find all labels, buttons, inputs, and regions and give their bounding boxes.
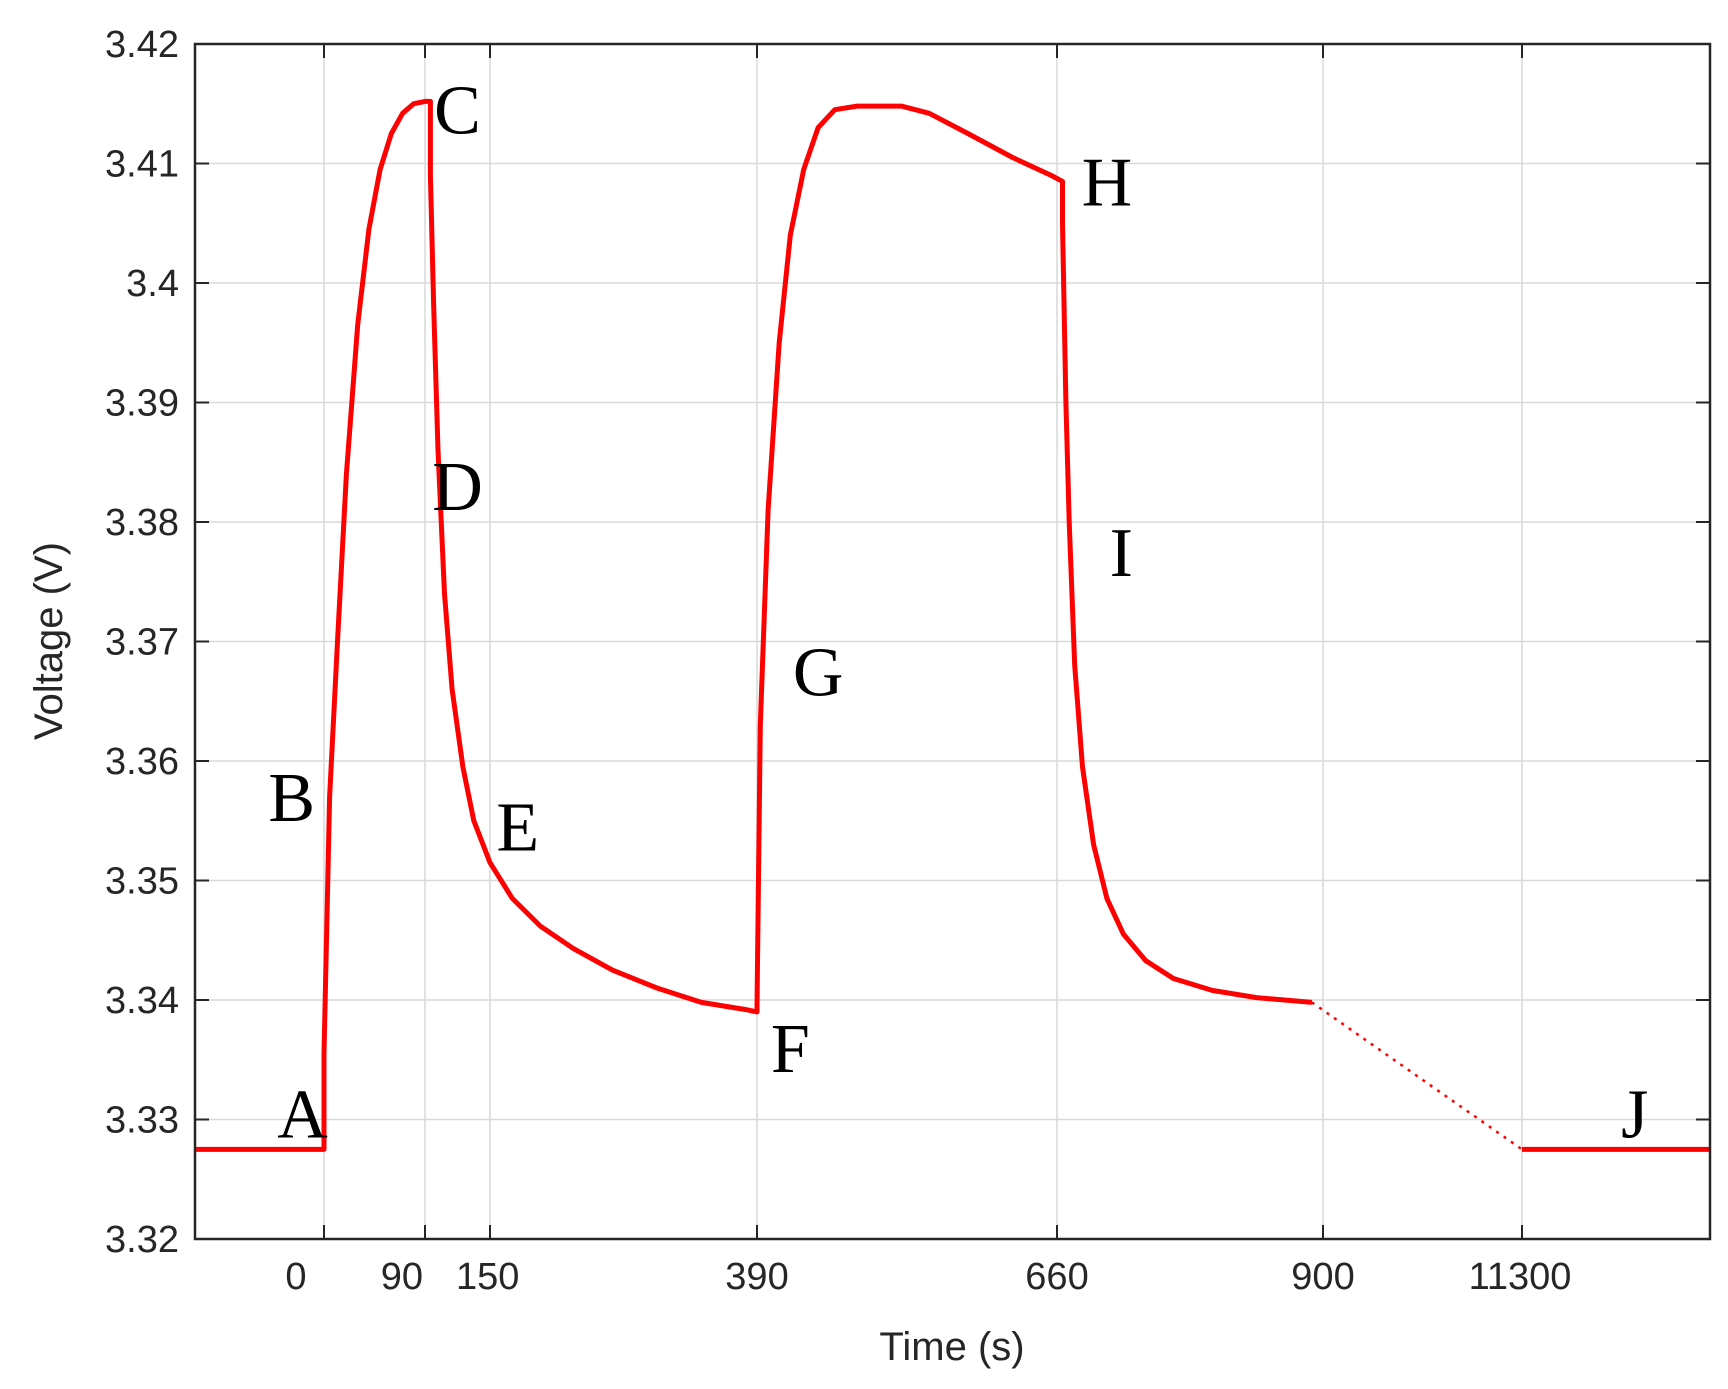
x-tick-label: 11300 <box>1469 1256 1572 1298</box>
voltage-line-1 <box>195 98 1313 1152</box>
x-tick-label: 90 <box>381 1256 423 1298</box>
dotted-connector-line <box>1311 1001 1523 1151</box>
y-tick-label: 3.36 <box>105 741 179 783</box>
data-series <box>195 98 1710 1152</box>
point-label-b: B <box>268 760 315 837</box>
y-tick-label: 3.34 <box>105 980 179 1022</box>
point-label-c: C <box>434 73 481 150</box>
point-label-e: E <box>496 790 539 867</box>
x-tick-label: 390 <box>725 1256 788 1298</box>
point-label-h: H <box>1082 144 1133 221</box>
x-tick-label: 150 <box>456 1256 519 1298</box>
y-tick-label: 3.42 <box>105 24 179 66</box>
point-label-d: D <box>432 449 483 526</box>
y-tick-label: 3.41 <box>105 144 179 186</box>
tick-marks <box>195 43 1710 1240</box>
x-axis-title: Time (s) <box>879 1325 1024 1369</box>
point-label-g: G <box>793 634 844 711</box>
y-tick-label: 3.37 <box>105 622 179 664</box>
point-label-f: F <box>771 1011 810 1088</box>
y-tick-label: 3.35 <box>105 861 179 903</box>
point-label-a: A <box>277 1077 328 1154</box>
point-label-j: J <box>1621 1077 1648 1154</box>
x-tick-labels: 0 90 150 390 660 900 11300 <box>285 1256 1571 1298</box>
point-labels: A B C D E F G H I J <box>268 73 1648 1154</box>
x-tick-label: 900 <box>1291 1256 1354 1298</box>
y-tick-label: 3.39 <box>105 383 179 425</box>
point-label-i: I <box>1110 515 1133 592</box>
x-tick-label: 660 <box>1025 1256 1088 1298</box>
y-tick-labels: 3.32 3.33 3.34 3.35 3.36 3.37 3.38 3.39 3.4 3.41 3… <box>105 24 179 1261</box>
y-tick-label: 3.4 <box>126 263 179 305</box>
y-tick-label: 3.33 <box>105 1100 179 1142</box>
y-tick-label: 3.32 <box>105 1219 179 1261</box>
x-tick-label: 0 <box>285 1256 306 1298</box>
y-tick-label: 3.38 <box>105 502 179 544</box>
y-axis-title: Voltage (V) <box>27 542 71 740</box>
